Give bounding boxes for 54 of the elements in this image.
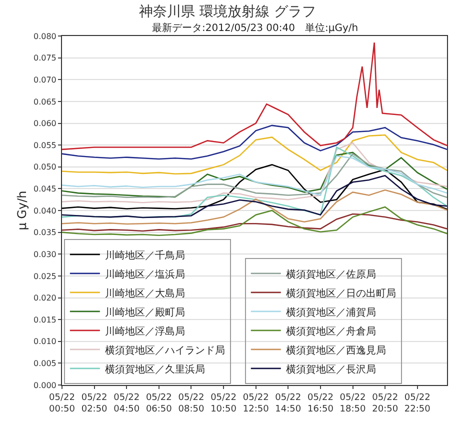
y-tick-label: 0.030 (33, 250, 56, 259)
x-tick-label: 05/22 08:50 (178, 392, 204, 414)
line-series (62, 134, 447, 175)
legend-label: 川崎地区／浮島局 (104, 325, 185, 338)
x-tick-label: 05/22 18:50 (340, 392, 366, 414)
line-series (62, 174, 447, 218)
y-tick-label: 0.065 (33, 97, 56, 106)
y-tick-label: 0.045 (33, 184, 56, 194)
legend-label: 横須賀地区／ハイランド局 (104, 344, 225, 356)
legend-label: 横須賀地区／久里浜局 (104, 363, 205, 376)
legend-label: 川崎地区／大島局 (104, 287, 185, 300)
line-series (62, 124, 447, 160)
y-tick-label: 0.005 (33, 358, 56, 368)
x-tick-label: 05/22 04:50 (114, 392, 140, 414)
x-tick-label: 05/22 02:50 (81, 392, 108, 414)
legend-label: 横須賀地区／日の出町局 (286, 287, 396, 300)
y-tick-label: 0.040 (33, 206, 56, 216)
legend-label: 横須賀地区／舟倉局 (286, 325, 376, 338)
y-tick-label: 0.055 (33, 140, 56, 150)
line-series (62, 206, 447, 236)
y-tick-label: 0.015 (33, 315, 56, 324)
y-tick-label: 0.010 (33, 337, 56, 346)
legend-label: 川崎地区／殿町局 (104, 306, 185, 318)
y-tick-label: 0.000 (33, 380, 56, 390)
legend-label: 川崎地区／千鳥局 (104, 249, 185, 262)
y-tick-label: 0.050 (33, 162, 56, 172)
y-tick-label: 0.020 (33, 294, 56, 303)
chart-subtitle: 最新データ:2012/05/23 00:40 単位:μGy/h (152, 22, 358, 34)
line-series (62, 213, 447, 232)
line-series (62, 164, 447, 210)
y-tick-label: 0.035 (33, 228, 56, 238)
line-series (62, 42, 447, 150)
legend-label: 川崎地区／塩浜局 (104, 268, 185, 280)
y-tick-label: 0.075 (33, 54, 56, 63)
y-tick-label: 0.025 (33, 272, 56, 281)
x-tick-label: 05/22 06:50 (146, 392, 172, 414)
line-series (62, 142, 447, 204)
x-tick-label: 05/22 16:50 (307, 392, 334, 414)
legend-label: 横須賀地区／西逸見局 (286, 344, 386, 356)
y-tick-label: 0.070 (33, 75, 56, 84)
y-tick-label: 0.060 (33, 119, 56, 128)
legend-label: 横須賀地区／浦賀局 (286, 306, 376, 318)
legend-label: 横須賀地区／長沢局 (286, 363, 376, 376)
y-axis-title: μ Gy/h (14, 190, 29, 230)
y-tick-label: 0.080 (33, 32, 56, 41)
x-tick-label: 05/22 20:50 (372, 392, 398, 414)
x-tick-label: 05/22 22:50 (404, 392, 431, 414)
legend-label: 横須賀地区／佐原局 (286, 268, 376, 280)
x-tick-label: 05/22 10:50 (210, 392, 237, 414)
x-tick-label: 05/22 12:50 (242, 392, 270, 414)
line-series (62, 189, 447, 225)
x-tick-label: 05/22 00:50 (49, 392, 76, 414)
chart-title: 神奈川県 環境放射線 グラフ (139, 4, 316, 20)
x-tick-label: 05/22 14:50 (275, 392, 302, 414)
